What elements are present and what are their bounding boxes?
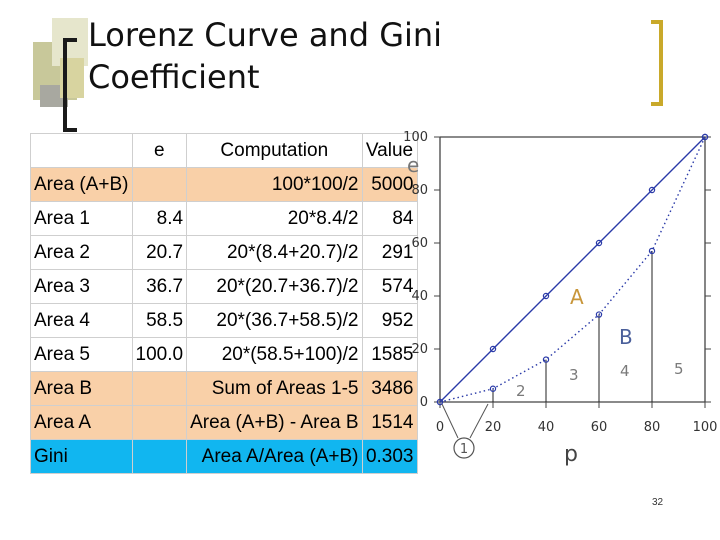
area-label-2: 2 (516, 382, 526, 400)
x-tick-label: 80 (644, 420, 661, 435)
equality-point (595, 239, 603, 247)
row-value-cell: 3486 (361, 371, 418, 406)
area-1-pointer (469, 403, 489, 439)
title-line-1: Lorenz Curve and Gini (88, 16, 443, 54)
row-label-cell: Area 3 (30, 269, 133, 304)
row-e-cell: 20.7 (131, 235, 188, 270)
bracket-left (63, 38, 77, 132)
y-tick-label: 100 (403, 130, 428, 145)
row-value-cell: 1514 (361, 405, 418, 440)
row-computation-cell: 20*(20.7+36.7)/2 (186, 269, 363, 304)
row-e-cell (131, 439, 188, 474)
row-e-cell: 100.0 (131, 337, 188, 372)
table-row: Area A Area (A+B) - Area B 1514 (30, 405, 418, 440)
title-line-2: Coefficient (88, 58, 260, 96)
table-body: Area (A+B) 100*100/2 5000 Area 1 8.4 20*8.4/2… (30, 167, 418, 474)
y-axis-label: e (407, 153, 419, 177)
row-value-cell: 952 (361, 303, 418, 338)
row-e-cell (131, 371, 188, 406)
table-row: Area (A+B) 100*100/2 5000 (30, 167, 418, 202)
row-label-cell: Gini (30, 439, 133, 474)
area-label-1: 1 (460, 442, 468, 457)
equality-point (542, 292, 550, 300)
x-tick-label: 0 (436, 420, 444, 435)
header-cell-computation: Computation (186, 133, 363, 168)
area-label-3: 3 (569, 366, 579, 384)
x-axis-label: p (564, 442, 578, 467)
area-1-pointer (441, 403, 459, 439)
lorenz-point (489, 385, 497, 392)
header-cell-value: Value (361, 133, 418, 168)
y-tick-label: 60 (411, 236, 428, 251)
row-computation-cell: 20*(58.5+100)/2 (186, 337, 363, 372)
lorenz-point (595, 311, 603, 318)
table-row: Area 1 8.4 20*8.4/2 84 (30, 201, 418, 236)
table-row: Area 5 100.0 20*(58.5+100)/2 1585 (30, 337, 418, 372)
row-computation-cell: 20*(8.4+20.7)/2 (186, 235, 363, 270)
row-computation-cell: 20*8.4/2 (186, 201, 363, 236)
lorenz-curve (439, 136, 706, 403)
area-label-4: 4 (620, 362, 630, 380)
area-label-5: 5 (674, 360, 684, 378)
bracket-right (651, 20, 663, 106)
row-e-cell: 36.7 (131, 269, 188, 304)
row-e-cell: 8.4 (131, 201, 188, 236)
slide-title: Lorenz Curve and Gini Coefficient (88, 14, 608, 98)
table-row: Area 3 36.7 20*(20.7+36.7)/2 574 (30, 269, 418, 304)
lorenz-point (701, 133, 709, 141)
lorenz-point (436, 398, 444, 406)
row-label-cell: Area 1 (30, 201, 133, 236)
y-tick-label: 20 (411, 342, 428, 357)
row-value-cell: 84 (361, 201, 418, 236)
table-row: Area B Sum of Areas 1-5 3486 (30, 371, 418, 406)
row-label-cell: Area B (30, 371, 133, 406)
x-tick-label: 20 (485, 420, 502, 435)
equality-point (648, 186, 656, 194)
table-row: Gini Area A/Area (A+B) 0.303 (30, 439, 418, 474)
x-tick-label: 100 (693, 420, 718, 435)
row-e-cell (131, 405, 188, 440)
region-label-b: B (619, 325, 633, 349)
header-cell-e: e (131, 133, 188, 168)
row-e-cell: 58.5 (131, 303, 188, 338)
lorenz-point (542, 356, 550, 363)
row-value-cell: 5000 (361, 167, 418, 202)
area-1-circle (453, 437, 475, 459)
equality-point (489, 345, 497, 353)
page-number: 32 (652, 497, 664, 508)
row-computation-cell: Area A/Area (A+B) (186, 439, 363, 474)
row-value-cell: 291 (361, 235, 418, 270)
x-tick-label: 40 (538, 420, 555, 435)
y-tick-label: 0 (420, 395, 428, 410)
lorenz-point (648, 247, 656, 255)
table-row: Area 4 58.5 20*(36.7+58.5)/2 952 (30, 303, 418, 338)
row-computation-cell: 20*(36.7+58.5)/2 (186, 303, 363, 338)
row-e-cell (131, 167, 188, 202)
row-label-cell: Area A (30, 405, 133, 440)
table-row: Area 2 20.7 20*(8.4+20.7)/2 291 (30, 235, 418, 270)
table-header-row: e Computation Value (30, 133, 418, 168)
equality-line (439, 136, 706, 403)
row-computation-cell: Sum of Areas 1-5 (186, 371, 363, 406)
lorenz-chart: 0 20 40 60 80 100 0 20 40 60 80 100 e p A B 1 2 3 4 5 (403, 130, 718, 467)
row-value-cell: 1585 (361, 337, 418, 372)
row-value-cell: 0.303 (361, 439, 418, 474)
row-computation-cell: Area (A+B) - Area B (186, 405, 363, 440)
row-computation-cell: 100*100/2 (186, 167, 363, 202)
y-tick-label: 80 (411, 183, 428, 198)
row-label-cell: Area 2 (30, 235, 133, 270)
computation-table: e Computation Value Area (A+B) 100*100/2 5… (30, 133, 418, 474)
header-cell-label (30, 133, 133, 168)
region-label-a: A (570, 285, 584, 309)
x-tick-label: 60 (591, 420, 608, 435)
y-tick-label: 40 (411, 289, 428, 304)
row-label-cell: Area 5 (30, 337, 133, 372)
row-label-cell: Area 4 (30, 303, 133, 338)
row-label-cell: Area (A+B) (30, 167, 133, 202)
